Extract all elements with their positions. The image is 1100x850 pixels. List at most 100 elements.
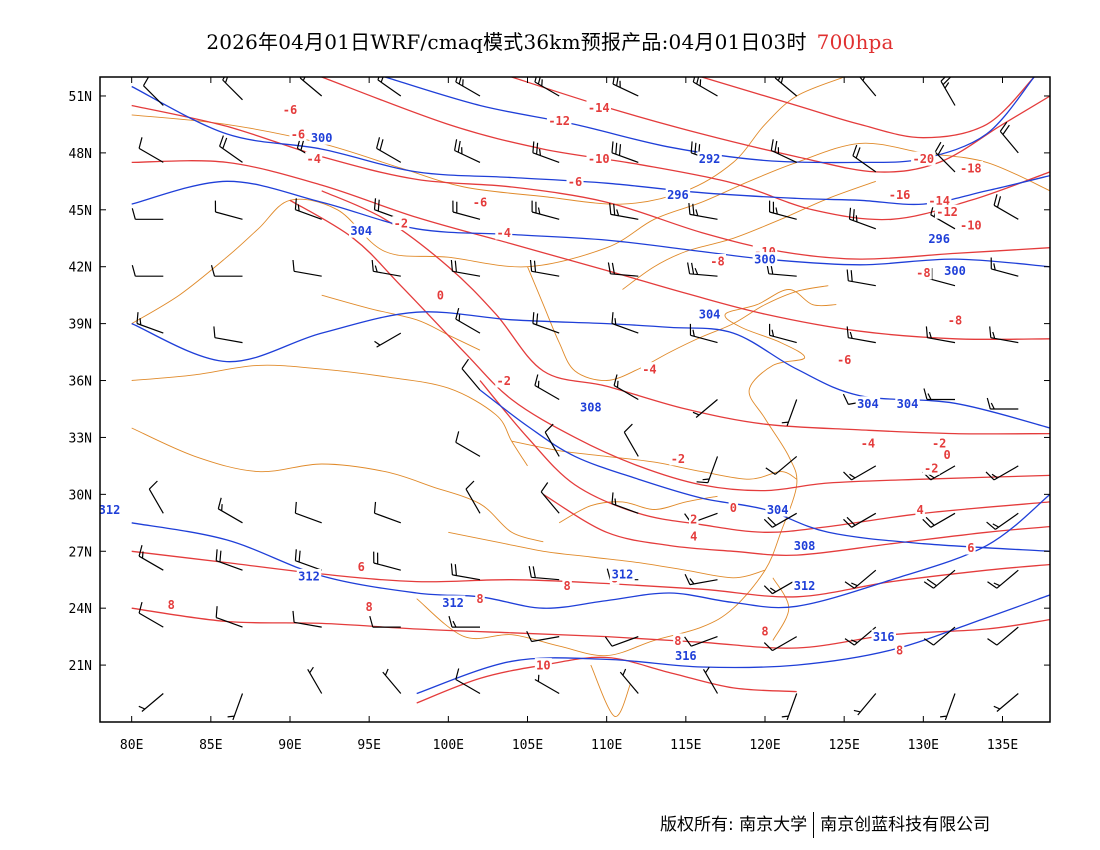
contour-label: -6 [568, 175, 582, 189]
wind-barb [294, 501, 322, 524]
wind-barb [922, 512, 956, 528]
boundary-line [131, 364, 528, 467]
wind-barb [853, 693, 877, 716]
contour-label: 8 [896, 643, 903, 657]
wind-barb [688, 203, 718, 220]
chart-title: 2026年04月01日WRF/cmaq模式36km预报产品:04月01日03时 7… [0, 26, 1100, 55]
wind-barb [989, 326, 1019, 344]
wind-barb [999, 121, 1019, 154]
boundary-line [321, 294, 481, 351]
wind-barb [138, 693, 164, 712]
wind-barb [985, 465, 1019, 481]
contour-label-bg [942, 263, 968, 278]
contour-label-bg [534, 658, 552, 673]
wind-barb [371, 259, 401, 277]
contour-label: 304 [897, 397, 919, 411]
contour-label: -4 [861, 437, 875, 451]
contour-label: 2 [690, 513, 697, 527]
contour-label: -6 [837, 353, 851, 367]
wind-barb [532, 141, 560, 163]
x-tick-label: 115E [670, 738, 701, 753]
wind-barb [923, 388, 955, 401]
temperature-contour [542, 493, 1050, 556]
wind-barb [294, 198, 322, 220]
wind-barb [373, 551, 401, 571]
wind-barb [131, 208, 164, 220]
wind-barb [138, 545, 164, 571]
wind-barb [540, 482, 560, 514]
wind-barb [844, 569, 877, 589]
x-tick-label: 120E [749, 738, 780, 753]
contour-label: 312 [612, 568, 634, 582]
wind-barb [843, 512, 877, 528]
wind-barb [461, 358, 481, 391]
contour-label: 304 [699, 308, 721, 322]
contour-label-bg [566, 174, 584, 189]
wind-barb [544, 423, 560, 457]
contour-label: 10 [536, 659, 550, 673]
contour-label: 316 [675, 649, 697, 663]
contour-label-bg [914, 265, 932, 280]
wind-barb [534, 674, 560, 695]
wind-barb [607, 262, 639, 277]
boundary-line [416, 289, 837, 657]
contour-label-bg [309, 130, 334, 145]
contour-label-bg [665, 187, 691, 202]
contour-label: 0 [730, 501, 737, 515]
temperature-contour [131, 550, 1050, 598]
contour-label-bg [356, 559, 366, 574]
wind-barb [376, 137, 402, 163]
wind-barb [292, 259, 322, 277]
contour-label: 0 [437, 289, 444, 303]
contour-label-bg [895, 396, 920, 411]
contour-label: -16 [889, 188, 911, 202]
contour-label-bg [946, 312, 964, 327]
wind-barb [846, 326, 876, 344]
wind-barb [215, 606, 243, 628]
wind-barb [138, 137, 164, 163]
wind-barb [781, 399, 798, 427]
contour-label-bg [930, 436, 948, 451]
contour-label-bg [958, 217, 984, 232]
contour-label: 304 [350, 224, 372, 238]
wind-barb [455, 307, 481, 334]
wind-barb [852, 144, 877, 173]
wind-barb [526, 630, 560, 643]
contour-label: 8 [366, 600, 373, 614]
contour-label-bg [709, 254, 726, 269]
wind-barb [227, 693, 244, 721]
contour-label: 292 [699, 152, 721, 166]
contour-label-bg [697, 151, 722, 166]
y-tick-label: 45N [69, 204, 92, 219]
contour-label: 296 [667, 188, 689, 202]
contour-label-bg [859, 436, 877, 451]
contour-label: -4 [307, 152, 321, 166]
contour-label: -6 [283, 103, 297, 117]
wind-barb [702, 666, 719, 694]
wind-barb [692, 77, 718, 97]
wind-barb [213, 326, 243, 344]
contour-label-bg [296, 568, 322, 583]
contour-label: 4 [917, 503, 924, 517]
temperature-contour [416, 656, 797, 704]
wind-barb [534, 374, 560, 401]
wind-barb [689, 323, 718, 344]
y-tick-label: 27N [69, 545, 92, 560]
contour-label: 300 [754, 253, 776, 267]
contour-label: -18 [960, 162, 982, 176]
boundary-line [511, 440, 797, 480]
wind-barb [222, 77, 243, 101]
wind-barb [619, 668, 639, 694]
contour-label-bg [728, 500, 739, 515]
contour-label: -10 [588, 152, 610, 166]
wind-barb [844, 626, 877, 646]
wind-barb [687, 262, 718, 277]
contour-label-bg [911, 151, 936, 166]
wind-barb [993, 194, 1019, 220]
wind-barb [763, 579, 797, 595]
wind-barb [846, 269, 876, 287]
contour-label: -4 [497, 226, 511, 240]
contour-label: -8 [916, 266, 930, 280]
boundary-line [131, 142, 1050, 324]
